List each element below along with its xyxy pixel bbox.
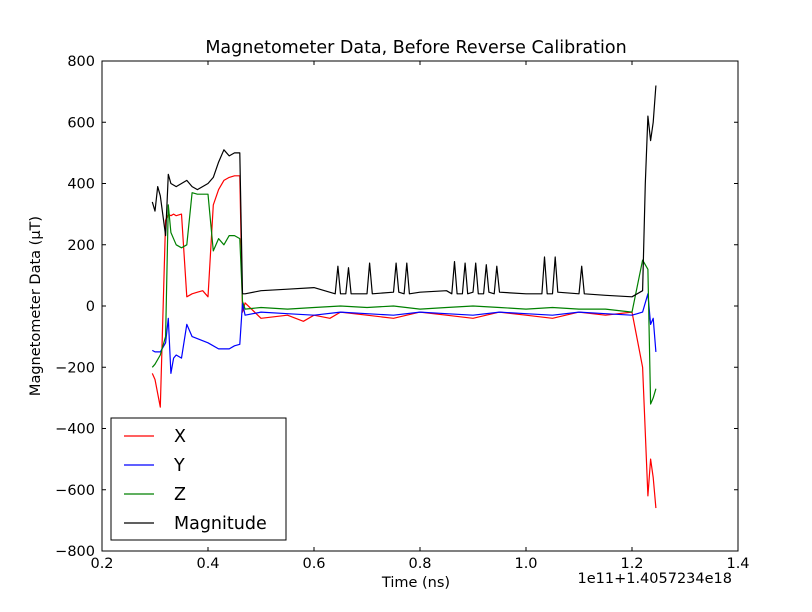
legend: XYZ Magnitude xyxy=(111,418,286,540)
y-tick-label: 400 xyxy=(67,177,95,193)
x-tick-label: 0.6 xyxy=(302,556,325,572)
x-tick-label: 1.0 xyxy=(514,556,537,572)
x-tick-label: 0.8 xyxy=(408,556,431,572)
legend-label-z: Z xyxy=(174,485,186,505)
y-axis-label: Magnetometer Data (μT) xyxy=(28,216,44,396)
y-tick-label: −600 xyxy=(55,483,95,499)
y-tick-label: −800 xyxy=(55,544,95,560)
y-tick-label: 600 xyxy=(67,115,95,131)
y-tick-label: 200 xyxy=(67,238,95,254)
x-axis-label: Time (ns) xyxy=(381,575,450,591)
y-tick-label: −200 xyxy=(55,360,95,376)
y-tick-label: 0 xyxy=(86,299,95,315)
chart-title: Magnetometer Data, Before Reverse Calibr… xyxy=(205,38,626,58)
x-tick-label: 1.4 xyxy=(726,556,749,572)
x-tick-label: 0.4 xyxy=(196,556,219,572)
x-axis-offset-label: 1e11+1.4057234e18 xyxy=(577,571,732,587)
x-tick-label: 1.2 xyxy=(620,556,643,572)
y-tick-label: 800 xyxy=(67,54,95,70)
legend-label-y: Y xyxy=(173,456,185,476)
legend-label-x: X xyxy=(174,427,186,447)
y-tick-label: −400 xyxy=(55,422,95,438)
legend-label-magnitude: Magnitude xyxy=(174,514,267,534)
